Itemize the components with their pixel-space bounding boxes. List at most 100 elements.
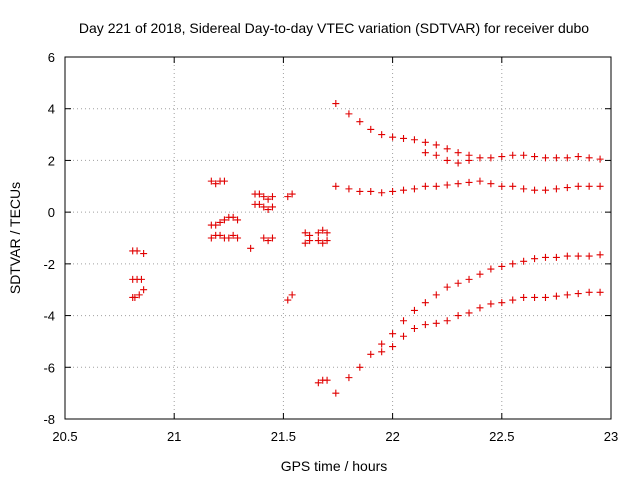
data-point [552,185,560,193]
data-point [140,250,148,258]
data-point [454,180,462,188]
x-tick-label: 23 [604,429,618,444]
data-point [487,180,495,188]
data-point [421,138,429,146]
data-point [332,389,340,397]
data-point [432,319,440,327]
series-4 [332,100,604,163]
data-point [135,291,143,299]
data-point [216,218,224,226]
series-3 [301,226,331,387]
data-point [260,234,268,242]
data-point [432,182,440,190]
data-point [264,195,272,203]
data-point [454,279,462,287]
data-point [319,226,327,234]
data-point [378,131,386,139]
data-point [531,186,539,194]
data-point [314,229,322,237]
y-tick-labels: -8 -6 -4 -2 0 2 4 6 [43,50,55,427]
data-point [596,288,604,296]
data-point [389,343,397,351]
data-point [509,260,517,268]
data-point [443,283,451,291]
data-point [212,221,220,229]
data-point [421,149,429,157]
x-tick-label: 21.5 [271,429,296,444]
data-point [284,296,292,304]
y-axis-label: SDTVAR / TECUs [7,182,23,294]
x-tick-label: 22.5 [489,429,514,444]
data-point [247,244,255,252]
data-point [229,231,237,239]
y-tick-label: 6 [48,50,55,65]
axis-ticks [64,56,612,420]
data-point [487,265,495,273]
data-point [314,237,322,245]
data-point [432,151,440,159]
y-tick-label: -4 [43,309,55,324]
data-point [574,153,582,161]
data-point [207,234,215,242]
y-tick-label: -8 [43,412,55,427]
data-point [268,203,276,211]
data-point [260,203,268,211]
data-point [476,154,484,162]
data-point [465,309,473,317]
data-point [314,379,322,387]
plot-frame [64,56,612,420]
data-point [454,149,462,157]
data-point [400,134,408,142]
y-tick-label: 4 [48,102,55,117]
data-point [498,299,506,307]
data-point [140,286,148,294]
series-5 [421,149,473,167]
data-point [443,145,451,153]
data-point [574,182,582,190]
data-point [585,182,593,190]
data-point [410,306,418,314]
data-point [400,332,408,340]
data-point [410,136,418,144]
data-point [323,237,331,245]
data-point [378,340,386,348]
data-point [541,253,549,261]
data-point [301,229,309,237]
data-point [596,155,604,163]
data-point [288,190,296,198]
y-tick-label: 0 [48,205,55,220]
data-point [410,185,418,193]
data-point [288,291,296,299]
data-point [574,290,582,298]
data-point [531,255,539,263]
data-point [367,350,375,358]
data-point [389,330,397,338]
data-point [552,292,560,300]
data-point [378,348,386,356]
data-point [356,363,364,371]
grid-lines [65,57,611,419]
x-axis-label: GPS time / hours [281,458,388,474]
data-point [552,154,560,162]
data-point [268,193,276,201]
data-point [520,185,528,193]
data-point [212,180,220,188]
data-point [509,151,517,159]
data-point [207,177,215,185]
data-point [585,288,593,296]
data-point [234,234,242,242]
data-point [454,312,462,320]
data-point [465,178,473,186]
data-point [332,100,340,108]
data-point [574,252,582,260]
data-point [443,317,451,325]
data-point [541,186,549,194]
data-point [563,184,571,192]
x-tick-label: 22 [385,429,399,444]
data-point [563,291,571,299]
chart-title: Day 221 of 2018, Sidereal Day-to-day VTE… [79,20,589,36]
data-point [509,182,517,190]
data-point [131,293,139,301]
data-point [520,257,528,265]
data-point [260,193,268,201]
